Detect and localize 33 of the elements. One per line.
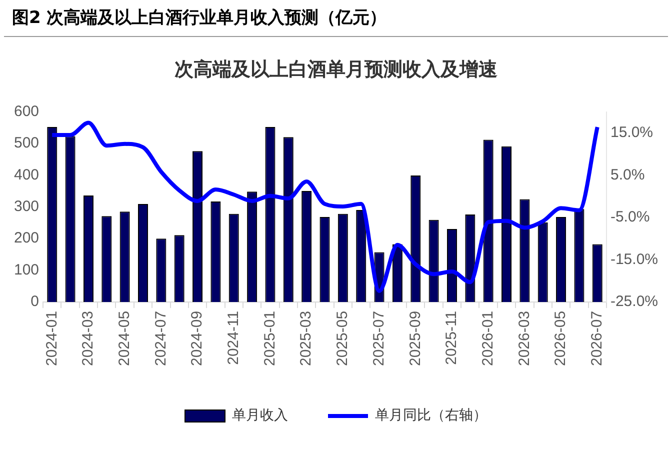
y-tick-label: 400 — [14, 166, 40, 184]
x-tick-label: 2024-11 — [225, 310, 242, 365]
y-tick-label: 300 — [14, 198, 40, 216]
x-tick-label: 2025-05 — [334, 310, 352, 366]
legend-label: 单月收入 — [232, 408, 288, 424]
x-tick-label: 2024-03 — [80, 310, 97, 366]
y2-tick-label: -15.0% — [610, 250, 658, 268]
y-tick-label: 0 — [30, 293, 40, 310]
x-tick-label: 2025-01 — [261, 310, 278, 366]
y2-tick-label: 15.0% — [610, 124, 654, 142]
chart-subtitle: 次高端及以上白酒单月预测收入及增速 — [174, 58, 498, 80]
x-tick-label: 2024-05 — [116, 310, 133, 366]
y-tick-label: 600 — [14, 102, 40, 120]
y2-tick-label: 5.0% — [610, 166, 645, 184]
y-tick-label: 500 — [14, 134, 40, 152]
x-tick-label: 2024-09 — [188, 310, 206, 366]
y2-tick-label: -25.0% — [610, 293, 658, 310]
x-tick-label: 2025-11 — [443, 310, 460, 365]
x-tick-label: 2026-07 — [588, 310, 606, 366]
legend-label: 单月同比（右轴） — [375, 408, 487, 424]
x-tick-label: 2025-03 — [298, 310, 315, 366]
y-tick-label: 200 — [14, 230, 40, 247]
chart-title: 图2 次高端及以上白酒行业单月收入预测（亿元） — [4, 0, 668, 37]
x-tick-label: 2026-03 — [516, 310, 533, 366]
x-tick-label: 2025-07 — [370, 310, 388, 366]
x-tick-label: 2025-09 — [406, 310, 424, 366]
x-tick-label: 2024-01 — [43, 310, 60, 366]
x-tick-label: 2024-07 — [152, 310, 170, 366]
y-tick-label: 100 — [14, 261, 40, 278]
x-tick-label: 2026-05 — [552, 310, 570, 366]
x-tick-label: 2026-01 — [479, 310, 496, 366]
line-series — [50, 120, 600, 293]
y2-tick-label: -5.0% — [610, 208, 650, 226]
